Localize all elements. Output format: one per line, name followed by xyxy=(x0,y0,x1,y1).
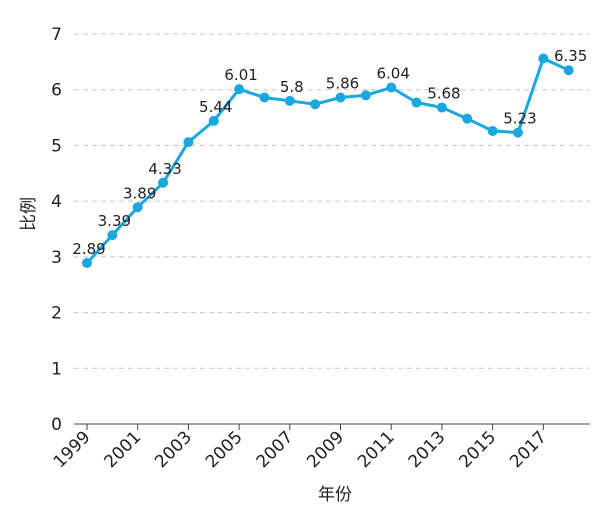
x-tick-label: 2005 xyxy=(202,427,247,472)
data-label: 3.89 xyxy=(123,184,156,202)
x-tick-label: 2007 xyxy=(253,427,298,472)
data-label: 5.8 xyxy=(280,78,304,96)
y-tick-label: 7 xyxy=(51,25,62,45)
data-point xyxy=(107,230,118,241)
data-point xyxy=(563,65,574,76)
data-point xyxy=(538,53,549,64)
data-label: 4.33 xyxy=(148,160,181,178)
data-point xyxy=(158,177,169,188)
data-label: 5.44 xyxy=(199,98,232,116)
data-point xyxy=(132,202,143,213)
data-point xyxy=(208,115,219,126)
x-tick-label: 2013 xyxy=(405,427,450,472)
x-tick-label: 2003 xyxy=(151,427,196,472)
data-series xyxy=(82,53,574,268)
x-tick-label: 2011 xyxy=(354,427,399,472)
y-tick-label: 2 xyxy=(51,304,62,324)
data-label: 5.23 xyxy=(503,110,536,128)
y-axis: 0 1 2 3 4 5 6 7 xyxy=(51,25,62,435)
y-tick-label: 0 xyxy=(51,415,62,435)
data-point xyxy=(411,97,422,108)
y-tick-label: 6 xyxy=(51,81,62,101)
data-point xyxy=(183,137,194,148)
y-axis-title: 比例 xyxy=(19,197,39,231)
data-label: 3.39 xyxy=(98,212,131,230)
data-labels: 2.89 3.39 3.89 4.33 5.44 6.01 5.8 5.86 6.04 5.68 5… xyxy=(72,47,587,258)
data-point xyxy=(360,90,371,101)
x-tick-label: 2015 xyxy=(455,427,500,472)
x-axis: 1999 2001 2003 2005 2007 2009 2011 2013 2015 2017 xyxy=(50,423,590,472)
data-label: 6.04 xyxy=(376,64,409,82)
data-point xyxy=(512,127,523,138)
grid-lines xyxy=(74,33,590,369)
data-point xyxy=(386,82,397,93)
data-point xyxy=(234,84,245,95)
data-point xyxy=(310,99,321,110)
y-tick-label: 5 xyxy=(51,136,62,156)
y-tick-label: 1 xyxy=(51,359,62,379)
data-label: 5.68 xyxy=(427,85,460,103)
x-tick-label: 2009 xyxy=(303,427,348,472)
y-tick-label: 3 xyxy=(51,248,62,268)
data-point xyxy=(436,102,447,113)
data-label: 2.89 xyxy=(72,240,105,258)
data-label: 6.01 xyxy=(224,66,257,84)
data-point xyxy=(259,92,270,103)
data-point xyxy=(462,113,473,124)
data-label: 6.35 xyxy=(554,47,587,65)
x-axis-title: 年份 xyxy=(318,485,352,505)
y-tick-label: 4 xyxy=(51,192,62,212)
data-point xyxy=(335,92,346,103)
data-label: 5.86 xyxy=(326,75,359,93)
x-tick-label: 2001 xyxy=(100,427,145,472)
x-tick-label: 2017 xyxy=(506,427,551,472)
data-point xyxy=(82,257,92,268)
data-point xyxy=(487,125,498,136)
data-point xyxy=(284,95,295,106)
